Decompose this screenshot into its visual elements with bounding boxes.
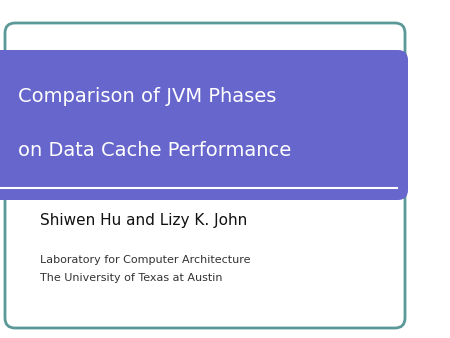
FancyBboxPatch shape	[0, 50, 408, 200]
Text: Shiwen Hu and Lizy K. John: Shiwen Hu and Lizy K. John	[40, 213, 247, 227]
Text: on Data Cache Performance: on Data Cache Performance	[18, 142, 291, 161]
Text: The University of Texas at Austin: The University of Texas at Austin	[40, 273, 222, 283]
Text: Comparison of JVM Phases: Comparison of JVM Phases	[18, 87, 276, 106]
FancyBboxPatch shape	[5, 23, 405, 328]
Text: Laboratory for Computer Architecture: Laboratory for Computer Architecture	[40, 255, 251, 265]
